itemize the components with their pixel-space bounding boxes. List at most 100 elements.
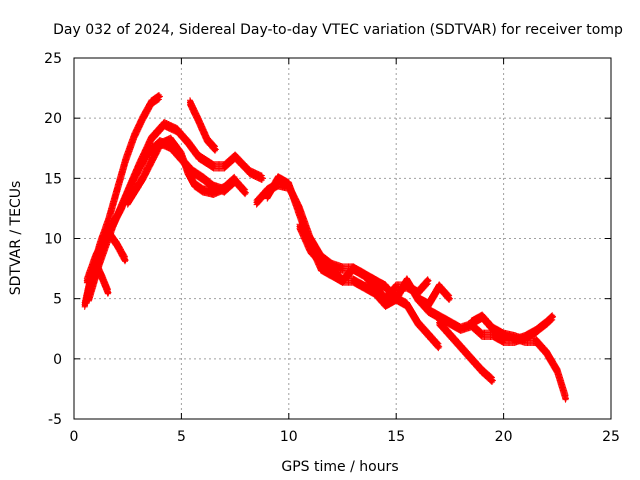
data-point (199, 175, 206, 182)
data-point (296, 211, 303, 218)
data-point (212, 146, 219, 153)
data-point (98, 274, 105, 281)
data-point (489, 325, 496, 332)
data-point (221, 163, 228, 170)
data-point (489, 377, 496, 384)
data-point (253, 199, 260, 206)
grid (74, 58, 611, 419)
y-tick-label: 0 (53, 352, 62, 368)
data-point (260, 175, 267, 182)
data-point (414, 295, 421, 302)
x-tick-label: 0 (70, 429, 79, 445)
series-satellite-track-4 (124, 134, 239, 208)
data-point (360, 283, 367, 290)
data-point (232, 175, 239, 182)
data-point (174, 127, 181, 134)
data-point (122, 157, 129, 164)
data-point (191, 181, 198, 188)
data-point (393, 283, 400, 290)
data-point (543, 319, 550, 326)
data-point (135, 163, 142, 170)
data-point (105, 229, 112, 236)
x-tick-label: 10 (280, 429, 298, 445)
data-point (414, 319, 421, 326)
ticks: 0 5 10 15 20 25 -5 0 5 10 15 20 25 (44, 51, 620, 445)
data-point (307, 247, 314, 254)
data-point (204, 136, 211, 143)
data-point (436, 319, 443, 326)
data-point (425, 331, 432, 338)
y-tick-label: 5 (53, 292, 62, 308)
data-point (275, 175, 282, 182)
y-tick-label: 20 (44, 111, 62, 127)
data-point (148, 99, 155, 106)
data-point (139, 115, 146, 122)
series-satellite-track-10 (296, 221, 453, 310)
data-point (339, 277, 346, 284)
data-point (318, 259, 325, 266)
data-point (468, 319, 475, 326)
data-point (511, 334, 518, 341)
series-satellite-track-8 (253, 179, 443, 352)
data-point (403, 277, 410, 284)
data-point (122, 257, 129, 264)
data-point (382, 301, 389, 308)
data-point (500, 331, 507, 338)
data-point (382, 283, 389, 290)
y-tick-label: 15 (44, 171, 62, 187)
y-tick-label: 25 (44, 51, 62, 67)
series-satellite-track-6 (92, 257, 112, 297)
data-point (403, 301, 410, 308)
data-point (178, 151, 185, 158)
data-point (446, 319, 453, 326)
data-point (328, 265, 335, 272)
data-point (296, 223, 303, 230)
data-point (148, 135, 155, 142)
x-tick-label: 15 (387, 429, 405, 445)
series-satellite-track-12 (436, 317, 496, 385)
y-tick-label: -5 (48, 412, 62, 428)
data-point (350, 265, 357, 272)
data-point (425, 307, 432, 314)
data-point (105, 289, 112, 296)
y-axis-label: SDTVAR / TECUs (8, 181, 24, 296)
data-point (113, 241, 120, 248)
data-point (131, 133, 138, 140)
data-point (247, 169, 254, 176)
data-point (436, 343, 443, 350)
series-layer (81, 92, 569, 403)
data-point (83, 277, 90, 284)
data-point (210, 163, 217, 170)
data-point (446, 331, 453, 338)
series-satellite-track-5 (186, 97, 219, 154)
series-path (296, 221, 453, 310)
data-point (457, 325, 464, 332)
y-tick-label: 10 (44, 232, 62, 248)
data-point (81, 301, 88, 308)
data-point (532, 328, 539, 335)
chart-title: Day 032 of 2024, Sidereal Day-to-day VTE… (53, 22, 623, 38)
x-tick-label: 25 (602, 429, 620, 445)
data-point (242, 189, 249, 196)
x-tick-label: 20 (495, 429, 513, 445)
data-point (562, 395, 569, 402)
data-point (184, 139, 191, 146)
data-point (195, 117, 202, 124)
data-point (425, 277, 432, 284)
data-point (285, 181, 292, 188)
data-point (550, 313, 557, 320)
series-path (253, 179, 442, 352)
data-point (139, 175, 146, 182)
data-point (468, 355, 475, 362)
data-point (199, 187, 206, 194)
data-point (554, 367, 561, 374)
data-point (532, 337, 539, 344)
data-point (167, 136, 174, 143)
data-point (436, 283, 443, 290)
data-point (195, 153, 202, 160)
data-point (105, 217, 112, 224)
data-point (479, 331, 486, 338)
data-point (156, 93, 163, 100)
data-point (393, 295, 400, 302)
